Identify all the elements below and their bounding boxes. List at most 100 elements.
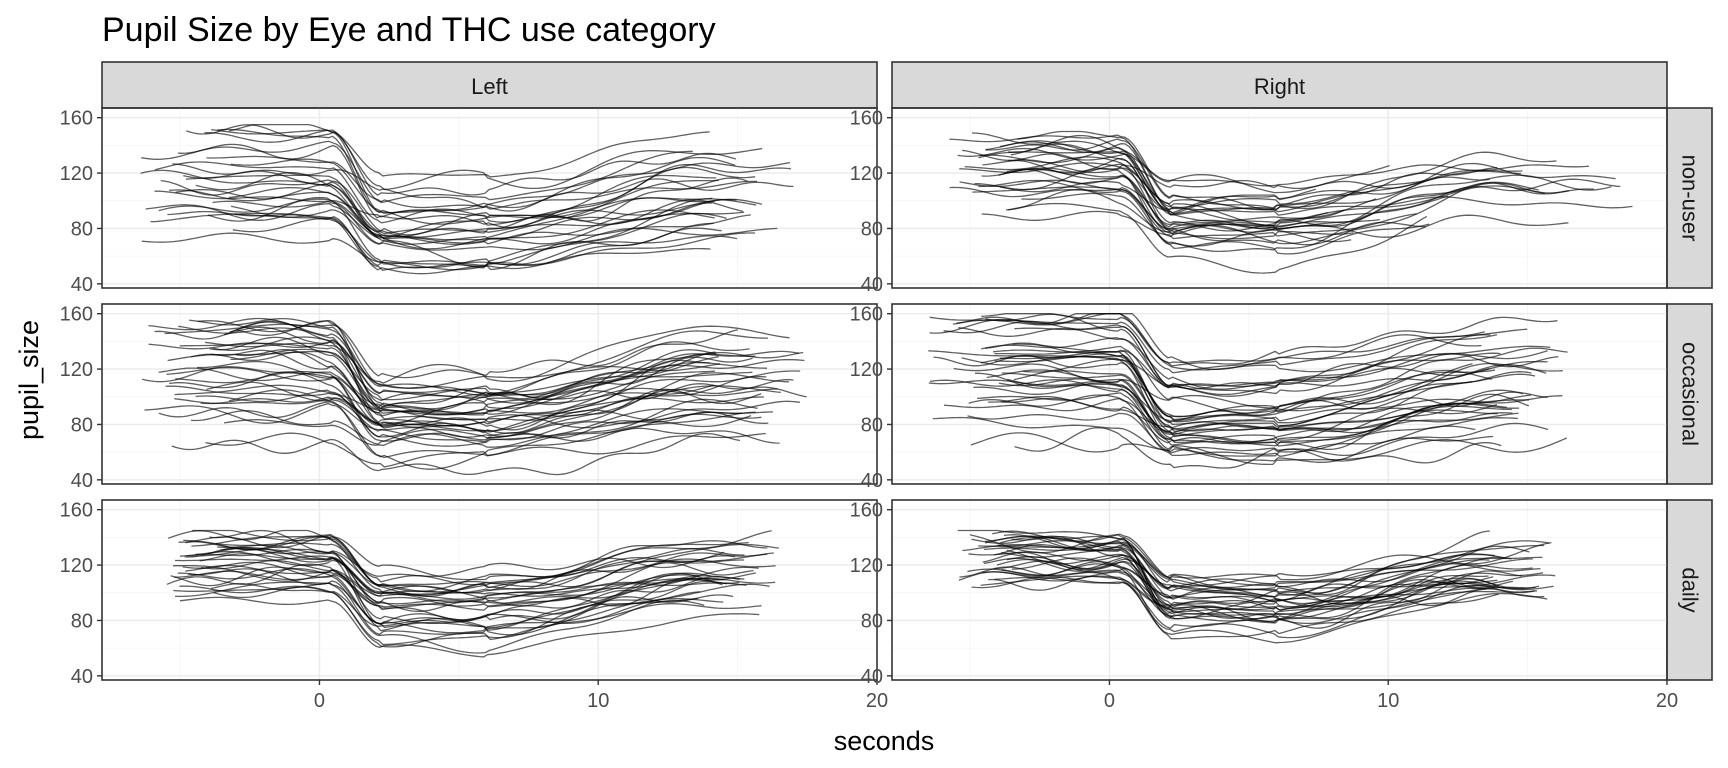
column-strip-label: Left [471,74,508,99]
series-line [174,397,800,443]
row-strip-0 [1666,107,1713,289]
series-line [978,545,1538,622]
column-strip-label: Right [1254,74,1305,99]
y-axis-title: pupil_size [14,320,44,440]
series-line [957,147,1589,187]
series-line [230,348,753,401]
series-line [204,341,721,390]
series-line [164,323,768,397]
series-line [1014,427,1502,469]
series-line [982,551,1494,623]
series-line [230,158,758,214]
panel-border [891,107,1668,289]
series-line [943,320,1559,390]
panel-right-occasional: 40 80 120 160 [850,303,1668,492]
series-line [175,183,712,238]
y-tick-label: 160 [850,108,883,130]
x-tick-label: 20 [1656,690,1678,712]
series-line [190,351,794,417]
series-line [206,150,693,204]
series-line [984,342,1568,424]
series-line [191,533,745,581]
series-line [211,128,710,178]
series-line [158,198,715,250]
y-tick-label: 80 [71,218,93,240]
panels-layer: Left Right non-user occasional daily 40 80 120 1… [60,61,1713,712]
y-tick-label: 80 [861,218,883,240]
panel-left-non-user: 40 80 120 160 [60,107,878,296]
series-line [178,325,719,427]
series-line [179,585,762,646]
x-tick-label: 10 [587,690,609,712]
series-line [200,386,807,434]
series-line [968,394,1476,457]
series-line [142,366,762,438]
series-line [195,171,744,240]
row-strip-2 [1666,499,1713,681]
y-tick-label: 40 [861,470,883,492]
series-line [170,566,740,612]
series-line [979,146,1377,222]
y-tick-label: 120 [60,163,93,185]
panel-border [891,499,1668,681]
y-tick-label: 160 [60,108,93,130]
series-line [158,367,714,415]
panel-border [891,303,1668,485]
series-line [175,581,705,654]
series-line [229,123,763,191]
series-line [229,320,716,406]
y-tick-label: 120 [850,163,883,185]
series-line [209,529,736,577]
series-line [190,410,780,445]
series-line [972,186,1354,240]
panel-border [101,499,878,681]
x-axis-title: seconds [834,726,935,756]
series-line [985,141,1612,227]
series-line [949,178,1621,253]
y-tick-label: 40 [861,666,883,688]
series-line [1005,189,1569,238]
series-line [1007,134,1616,216]
y-tick-label: 160 [850,304,883,326]
series-line [172,564,724,625]
series-line [949,134,1557,210]
series-line [207,547,725,600]
y-tick-label: 80 [71,414,93,436]
series-line [185,564,747,608]
row-strip-1 [1666,303,1713,485]
series-line [230,205,778,251]
series-line [204,129,717,225]
y-tick-label: 120 [60,555,93,577]
y-tick-label: 120 [850,555,883,577]
chart-title: Pupil Size by Eye and THC use category [102,11,716,49]
series-line [141,140,736,209]
series-line [167,210,722,272]
series-line [943,397,1513,443]
series-line [211,349,711,431]
series-line [183,170,763,245]
series-line [185,174,719,245]
series-line [998,157,1426,246]
series-line [175,370,801,433]
series-line [220,547,776,611]
x-tick-label: 20 [866,690,888,712]
y-tick-label: 80 [71,610,93,632]
x-tick-label: 0 [1104,690,1115,712]
y-tick-label: 160 [60,304,93,326]
series-line [929,379,1520,434]
series-line [212,200,727,269]
panel-left-occasional: 40 80 120 160 [60,303,878,492]
y-tick-label: 40 [71,274,93,296]
panel-right-non-user: 40 80 120 160 [850,107,1668,296]
panel-border [101,303,878,485]
row-strip-label: occasional [1678,342,1703,446]
y-tick-label: 40 [71,470,93,492]
series-line [178,534,768,594]
series-line [166,367,778,416]
y-tick-label: 160 [850,500,883,522]
series-line [195,389,773,447]
series-line [192,529,772,593]
series-line [1008,202,1428,274]
series-line [970,432,1568,466]
